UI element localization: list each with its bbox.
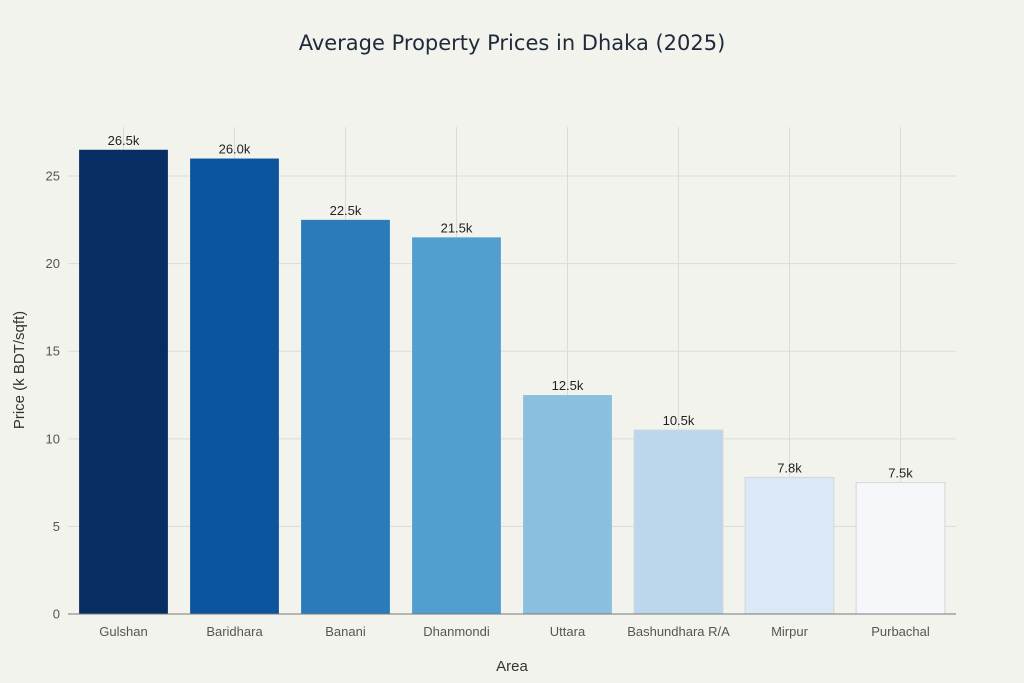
data-label: 26.0k bbox=[219, 142, 251, 157]
bar-mirpur bbox=[744, 476, 835, 615]
bar-purbachal bbox=[855, 482, 946, 615]
data-label: 26.5k bbox=[108, 133, 140, 148]
bar-baridhara bbox=[190, 158, 279, 614]
x-tick-label: Uttara bbox=[550, 624, 586, 639]
x-tick-label: Baridhara bbox=[206, 624, 263, 639]
x-tick-label: Bashundhara R/A bbox=[627, 624, 730, 639]
x-tick-label: Purbachal bbox=[871, 624, 930, 639]
bars bbox=[79, 149, 946, 615]
y-ticks: 0 5 10 15 20 25 bbox=[46, 169, 60, 622]
y-tick-label: 15 bbox=[46, 344, 60, 359]
y-tick-label: 20 bbox=[46, 256, 60, 271]
y-tick-label: 5 bbox=[53, 519, 60, 534]
y-axis-label: Price (k BDT/sqft) bbox=[11, 311, 28, 429]
bar-gulshan bbox=[79, 149, 168, 614]
bar-dhanmondi bbox=[412, 237, 501, 614]
x-tick-label: Banani bbox=[325, 624, 366, 639]
data-label: 7.5k bbox=[888, 466, 913, 481]
x-tick-label: Gulshan bbox=[99, 624, 147, 639]
bar-banani bbox=[301, 219, 390, 614]
y-tick-label: 10 bbox=[46, 431, 60, 446]
bar-bashundhara-r-a bbox=[633, 429, 724, 615]
y-tick-label: 25 bbox=[46, 169, 60, 184]
x-axis-label: Area bbox=[496, 658, 528, 675]
data-labels: 26.5k 26.0k 22.5k 21.5k 12.5k 10.5k 7.8k 7.5k bbox=[108, 133, 914, 481]
x-tick-label: Dhanmondi bbox=[423, 624, 490, 639]
x-ticks: Gulshan Baridhara Banani Dhanmondi Uttara Bas… bbox=[99, 624, 930, 639]
x-tick-label: Mirpur bbox=[771, 624, 809, 639]
data-label: 21.5k bbox=[441, 220, 473, 235]
data-label: 22.5k bbox=[330, 203, 362, 218]
data-label: 12.5k bbox=[552, 378, 584, 393]
y-tick-label: 0 bbox=[53, 607, 60, 622]
data-label: 7.8k bbox=[777, 460, 802, 475]
data-label: 10.5k bbox=[663, 413, 695, 428]
chart-title: Average Property Prices in Dhaka (2025) bbox=[299, 31, 726, 55]
bar-uttara bbox=[523, 395, 612, 614]
